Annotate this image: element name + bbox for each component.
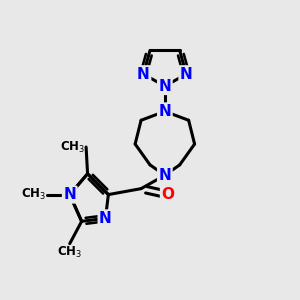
- Text: CH$_3$: CH$_3$: [59, 140, 85, 154]
- Text: CH$_3$: CH$_3$: [57, 245, 82, 260]
- Text: N: N: [137, 67, 150, 82]
- Text: N: N: [158, 168, 171, 183]
- Text: N: N: [158, 79, 171, 94]
- Text: N: N: [63, 187, 76, 202]
- Text: O: O: [161, 187, 174, 202]
- Text: N: N: [99, 211, 112, 226]
- Text: CH$_3$: CH$_3$: [21, 187, 46, 202]
- Text: N: N: [158, 104, 171, 119]
- Text: N: N: [180, 67, 193, 82]
